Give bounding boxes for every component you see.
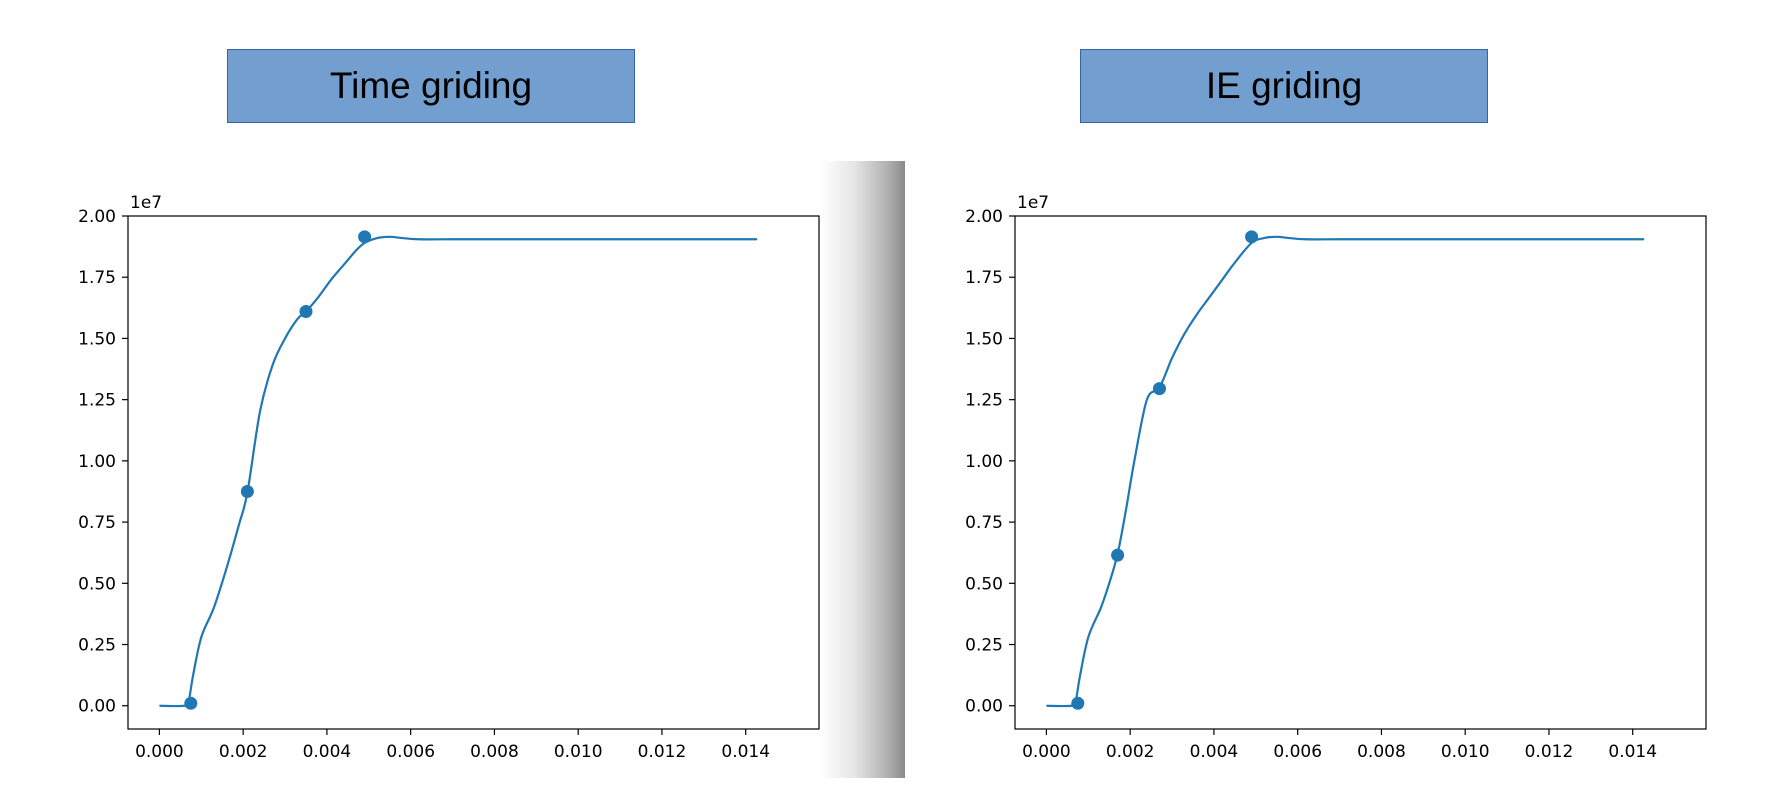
y-tick-label: 1.50 (78, 329, 116, 349)
panel-divider (820, 161, 905, 778)
y-tick-label: 0.50 (78, 574, 116, 594)
y-tick-label: 0.25 (965, 636, 1003, 656)
y-tick-label: 2.00 (78, 207, 116, 227)
y-tick-label: 2.00 (965, 207, 1003, 227)
series-line (1046, 235, 1645, 708)
x-tick-label: 0.008 (1357, 742, 1406, 762)
data-point-marker (184, 696, 198, 710)
chart-title-ie-griding: IE griding (1080, 49, 1488, 123)
x-tick-label: 0.010 (1441, 742, 1490, 762)
y-offset-label: 1e7 (1017, 193, 1049, 213)
y-tick-label: 1.75 (78, 268, 116, 288)
data-point-marker (1245, 230, 1259, 244)
y-tick-label: 1.50 (965, 329, 1003, 349)
x-tick-label: 0.004 (1190, 742, 1239, 762)
x-tick-label: 0.004 (303, 742, 352, 762)
y-tick-label: 1.25 (78, 391, 116, 411)
plot-frame (1014, 215, 1707, 730)
data-point-marker (1071, 696, 1085, 710)
y-tick-label: 1.00 (78, 452, 116, 472)
y-tick-label: 0.00 (965, 697, 1003, 717)
data-point-marker (1152, 382, 1166, 396)
series-line (159, 235, 758, 708)
y-tick-label: 0.50 (965, 574, 1003, 594)
y-tick-label: 0.75 (965, 513, 1003, 533)
y-tick-label: 0.25 (78, 636, 116, 656)
y-tick-label: 0.75 (78, 513, 116, 533)
x-tick-label: 0.002 (219, 742, 268, 762)
y-tick-label: 1.00 (965, 452, 1003, 472)
data-point-marker (240, 484, 254, 498)
data-point-marker (1111, 548, 1125, 562)
data-point-marker (358, 230, 372, 244)
chart-time-griding: 0.000 0.002 0.004 0.006 0.008 0.010 0.012 0.014… (78, 193, 820, 762)
x-tick-label: 0.006 (386, 742, 435, 762)
chart-title-time-griding: Time griding (227, 49, 635, 123)
x-tick-label: 0.012 (638, 742, 687, 762)
x-tick-label: 0.012 (1525, 742, 1574, 762)
y-tick-label: 1.75 (965, 268, 1003, 288)
x-tick-label: 0.006 (1273, 742, 1322, 762)
x-tick-label: 0.000 (135, 742, 184, 762)
y-tick-label: 0.00 (78, 697, 116, 717)
x-tick-label: 0.014 (721, 742, 770, 762)
x-tick-label: 0.014 (1608, 742, 1657, 762)
x-tick-label: 0.002 (1106, 742, 1155, 762)
data-point-marker (299, 304, 313, 318)
x-tick-label: 0.008 (470, 742, 519, 762)
chart-ie-griding: 0.000 0.002 0.004 0.006 0.008 0.010 0.012 0.014… (965, 193, 1707, 762)
y-tick-label: 1.25 (965, 391, 1003, 411)
plot-frame (127, 215, 820, 730)
y-offset-label: 1e7 (130, 193, 162, 213)
x-tick-label: 0.000 (1022, 742, 1071, 762)
x-tick-label: 0.010 (554, 742, 603, 762)
